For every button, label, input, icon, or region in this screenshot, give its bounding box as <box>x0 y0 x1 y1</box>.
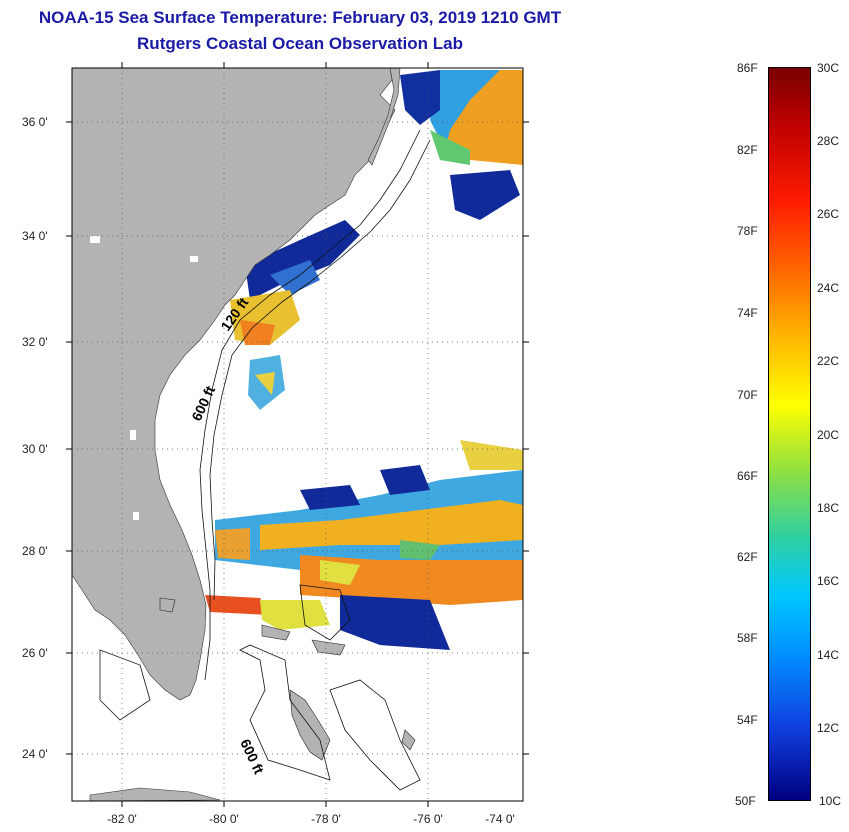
lon-label: -80 0' <box>209 812 239 826</box>
colorbar-f-label: 82F <box>737 143 758 157</box>
lon-label: -76 0' <box>413 812 443 826</box>
colorbar-c-label: 22C <box>817 354 840 368</box>
colorbar-c-label: 26C <box>817 207 840 221</box>
graticule <box>72 68 523 801</box>
colorbar-f-label: 78F <box>737 224 758 238</box>
colorbar-c-label: 10C <box>819 794 842 808</box>
lat-label: 34 0' <box>22 229 48 243</box>
colorbar-f-label: 86F <box>737 61 758 75</box>
lon-label: -82 0' <box>107 812 137 826</box>
colorbar-f-label: 54F <box>737 713 758 727</box>
lon-label: -74 0' <box>485 812 515 826</box>
lat-label: 36 0' <box>22 115 48 129</box>
lat-label: 30 0' <box>22 442 48 456</box>
colorbar-c-label: 16C <box>817 574 840 588</box>
colorbar-c-label: 28C <box>817 134 840 148</box>
lon-label: -78 0' <box>311 812 341 826</box>
colorbar-c-label: 30C <box>817 61 840 75</box>
colorbar-f-label: 58F <box>737 631 758 645</box>
us-mainland <box>72 68 396 701</box>
map-subtitle: Rutgers Coastal Ocean Observation Lab <box>137 34 463 53</box>
colorbar-c-label: 14C <box>817 648 840 662</box>
colorbar-c-label: 18C <box>817 501 840 515</box>
map-title: NOAA-15 Sea Surface Temperature: Februar… <box>38 8 562 27</box>
lat-label: 32 0' <box>22 335 48 349</box>
lat-label: 28 0' <box>22 544 48 558</box>
colorbar-c-label: 20C <box>817 428 840 442</box>
map-frame <box>71 67 524 802</box>
sst-data-layer <box>205 70 523 650</box>
longitude-labels: -82 0' -80 0' -78 0' -76 0' -74 0' <box>107 812 515 826</box>
cuba-landmass <box>89 787 221 801</box>
colorbar-f-label: 50F <box>735 794 756 808</box>
lat-label: 24 0' <box>22 747 48 761</box>
colorbar-c-label: 12C <box>817 721 840 735</box>
lat-label: 26 0' <box>22 646 48 660</box>
bathymetry-contours <box>99 129 431 791</box>
colorbar-f-label: 66F <box>737 469 758 483</box>
colorbar-f-label: 74F <box>737 306 758 320</box>
bahamas-islands <box>159 597 416 761</box>
colorbar-f-label: 70F <box>737 388 758 402</box>
colorbar-c-label: 24C <box>817 281 840 295</box>
latitude-labels: 36 0' 34 0' 32 0' 30 0' 28 0' 26 0' 24 0… <box>22 115 48 761</box>
temperature-colorbar <box>768 67 811 801</box>
colorbar-f-label: 62F <box>737 550 758 564</box>
